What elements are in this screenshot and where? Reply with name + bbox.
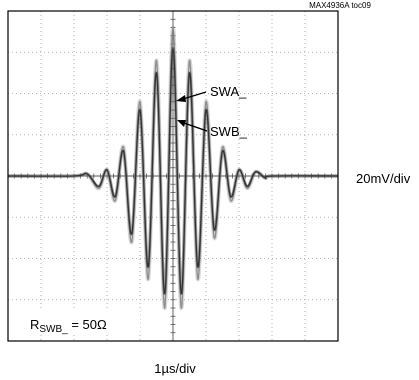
condition-label-box: [26, 309, 140, 333]
y-scale-label: 20mV/div: [356, 171, 411, 186]
figure-tag: MAX4936A toc09: [309, 1, 371, 10]
condition-label: RSWB_ = 50Ω: [30, 317, 107, 335]
x-scale-label: 1µs/div: [154, 361, 196, 376]
condition-label-subscript: SWB_: [39, 324, 68, 335]
condition-label-prefix: R: [30, 317, 39, 332]
swa-annotation-leader: [182, 91, 207, 100]
series-swb-trace: [7, 47, 339, 295]
swb-annotation-label: SWB_: [210, 124, 248, 139]
swb-annotation-arrowhead: [177, 120, 186, 127]
swa-annotation-arrowhead: [176, 95, 186, 102]
swb-annotation-leader: [183, 122, 208, 132]
swa-annotation-label: SWA_: [210, 84, 247, 99]
scope-screen-frame: [7, 10, 339, 342]
condition-label-suffix: = 50Ω: [68, 317, 107, 332]
scope-traces: [7, 25, 339, 311]
